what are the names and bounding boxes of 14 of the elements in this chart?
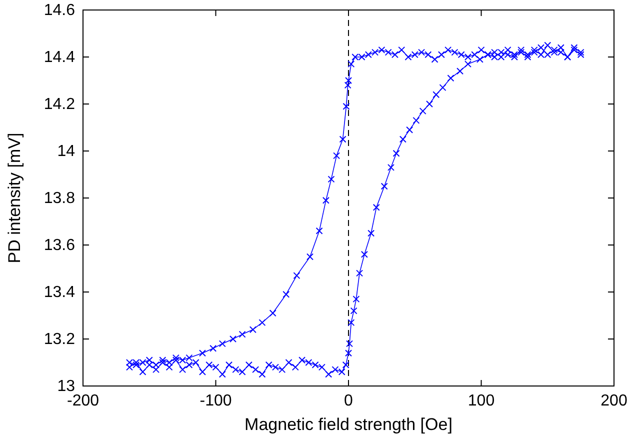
- x-axis-title: Magnetic field strength [Oe]: [244, 415, 452, 434]
- y-tick-label: 13.4: [44, 284, 76, 302]
- x-tick-label: 100: [468, 392, 495, 410]
- y-tick-label: 13.8: [44, 190, 76, 208]
- x-tick-label: 0: [344, 392, 354, 410]
- y-tick-label: 13.6: [44, 237, 76, 254]
- y-axis-title: PD intensity [mV]: [5, 132, 24, 264]
- x-tick-label: 200: [600, 392, 628, 410]
- y-tick-label: 13.2: [44, 331, 76, 348]
- y-tick-label: 14.2: [44, 96, 76, 114]
- y-tick-label: 14: [57, 143, 76, 160]
- x-tick-label: -100: [200, 392, 232, 410]
- y-tick-label: 14.6: [44, 2, 76, 20]
- y-tick-label: 14.4: [44, 49, 76, 66]
